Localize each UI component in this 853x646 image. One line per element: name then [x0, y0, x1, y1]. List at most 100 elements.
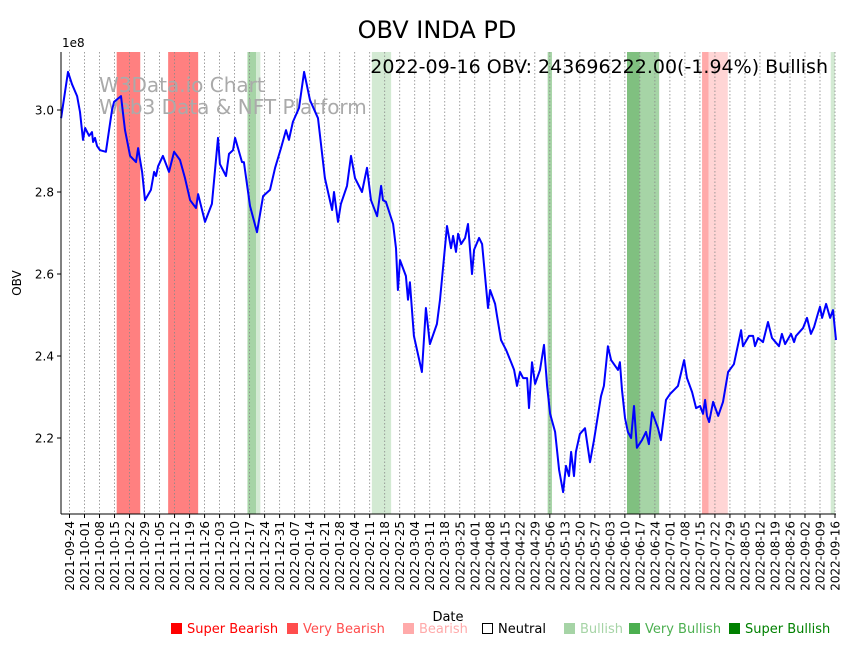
legend-swatch-icon	[629, 623, 640, 634]
x-tick-label: 2022-02-04	[348, 521, 362, 591]
x-tick-label: 2022-05-13	[558, 521, 572, 591]
legend-label: Super Bullish	[745, 622, 830, 637]
band-very-bearish	[116, 52, 141, 514]
obv-series	[60, 70, 837, 494]
x-tick-label: 2022-06-10	[618, 521, 632, 591]
legend-item: Bullish	[564, 622, 623, 637]
x-tick-label: 2022-01-14	[303, 521, 317, 591]
legend-swatch-icon	[729, 623, 740, 634]
x-tick-label: 2022-07-29	[723, 521, 737, 591]
x-tick-label: 2022-03-25	[453, 521, 467, 591]
legend-label: Very Bearish	[303, 622, 385, 637]
y-tick-label: 3.0	[35, 104, 54, 118]
y-tick-label: 2.2	[35, 432, 54, 446]
x-tick-label: 2021-10-08	[93, 521, 107, 591]
y-tick-label: 2.6	[35, 268, 54, 282]
x-tick-label: 2022-03-11	[423, 521, 437, 591]
x-tick-label: 2022-04-15	[498, 521, 512, 591]
legend-item: Super Bearish	[171, 622, 278, 637]
band-bullish	[830, 52, 835, 514]
legend-swatch-icon	[482, 623, 493, 634]
band-bearish	[708, 52, 728, 514]
band-bullish	[256, 52, 261, 514]
band-bullish	[371, 52, 392, 514]
x-tick-label: 2022-08-05	[738, 521, 752, 591]
x-axis-label: Date	[432, 610, 463, 625]
x-tick-label: 2022-04-22	[513, 521, 527, 591]
x-tick-label: 2022-06-24	[648, 521, 662, 591]
x-tick-label: 2022-01-21	[318, 521, 332, 591]
x-tick-label: 2021-10-15	[108, 521, 122, 591]
x-tick-label: 2021-10-01	[78, 521, 92, 591]
x-tick-label: 2022-05-20	[573, 521, 587, 591]
x-tick-label: 2022-07-01	[663, 521, 677, 591]
legend-label: Bullish	[580, 622, 623, 637]
x-tick-label: 2022-08-19	[768, 521, 782, 591]
band-super-bullish	[627, 52, 640, 514]
legend-swatch-icon	[403, 623, 414, 634]
legend-item: Super Bullish	[729, 622, 830, 637]
x-tick-label: 2021-11-19	[183, 521, 197, 591]
obv-line	[60, 70, 837, 494]
x-gridlines	[69, 52, 836, 514]
watermark-line-2: Web3 Data & NFT Platform	[99, 95, 367, 119]
x-tick-label: 2022-09-09	[813, 521, 827, 591]
chart-title: OBV INDA PD	[358, 16, 517, 44]
legend-swatch-icon	[287, 623, 298, 634]
x-tick-label: 2022-04-08	[483, 521, 497, 591]
y-tick-label: 2.4	[35, 350, 54, 364]
x-tick-label: 2021-12-03	[213, 521, 227, 591]
x-tick-label: 2021-12-17	[243, 521, 257, 591]
x-tick-label: 2022-09-02	[798, 521, 812, 591]
legend: Super Bearish Very Bearish Bearish Neutral B…	[171, 622, 830, 637]
legend-swatch-icon	[171, 623, 182, 634]
band-bearish	[702, 52, 709, 514]
sentiment-bands	[116, 52, 835, 514]
x-tick-label: 2021-10-29	[138, 521, 152, 591]
x-tick-label: 2022-09-16	[829, 521, 843, 591]
x-tick-label: 2022-04-29	[528, 521, 542, 591]
x-tick-label: 2022-01-28	[333, 521, 347, 591]
x-tick-label: 2021-09-24	[63, 521, 77, 591]
band-very-bullish	[247, 52, 257, 514]
x-tick-label: 2022-07-15	[693, 521, 707, 591]
x-tick-label: 2022-02-11	[363, 521, 377, 591]
chart-annotation: 2022-09-16 OBV: 243696222.00(-1.94%) Bul…	[370, 56, 828, 78]
x-tick-label: 2022-08-12	[753, 521, 767, 591]
x-tick-label: 2022-07-22	[708, 521, 722, 591]
x-tick-label: 2021-11-05	[153, 521, 167, 591]
x-tick-label: 2022-06-17	[633, 521, 647, 591]
x-tick-label: 2021-11-12	[168, 521, 182, 591]
x-tick-label: 2022-05-06	[543, 521, 557, 591]
x-tick-label: 2021-12-31	[273, 521, 287, 591]
x-tick-label: 2022-08-26	[783, 521, 797, 591]
x-tick-label: 2021-11-26	[198, 521, 212, 591]
band-very-bullish	[639, 52, 660, 514]
x-tick-label: 2022-03-04	[408, 521, 422, 591]
legend-swatch-icon	[564, 623, 575, 634]
legend-item: Bearish	[403, 622, 468, 637]
x-tick-label: 2022-02-18	[378, 521, 392, 591]
x-tick-label: 2021-12-10	[228, 521, 242, 591]
watermark-line-1: W3Data.io Chart	[99, 73, 265, 97]
legend-item: Neutral	[482, 622, 546, 637]
x-tick-label: 2022-04-01	[468, 521, 482, 591]
x-ticks: 2021-09-24 2021-10-01 2021-10-08 2021-10-15…	[63, 514, 843, 591]
legend-item: Very Bearish	[287, 622, 385, 637]
x-tick-label: 2022-07-08	[678, 521, 692, 591]
x-tick-label: 2022-05-27	[588, 521, 602, 591]
y-tick-label: 2.8	[35, 186, 54, 200]
x-tick-label: 2022-06-03	[603, 521, 617, 591]
band-very-bearish	[168, 52, 199, 514]
legend-label: Bearish	[419, 622, 468, 637]
legend-item: Very Bullish	[629, 622, 721, 637]
legend-label: Very Bullish	[645, 622, 721, 637]
legend-label: Neutral	[498, 622, 546, 637]
x-tick-label: 2022-02-25	[393, 521, 407, 591]
y-ticks: 2.2 2.4 2.6 2.8 3.0	[35, 104, 61, 446]
x-tick-label: 2021-10-22	[123, 521, 137, 591]
x-tick-label: 2022-03-18	[438, 521, 452, 591]
y-scale-label: 1e8	[62, 36, 85, 50]
x-tick-label: 2021-12-24	[258, 521, 272, 591]
